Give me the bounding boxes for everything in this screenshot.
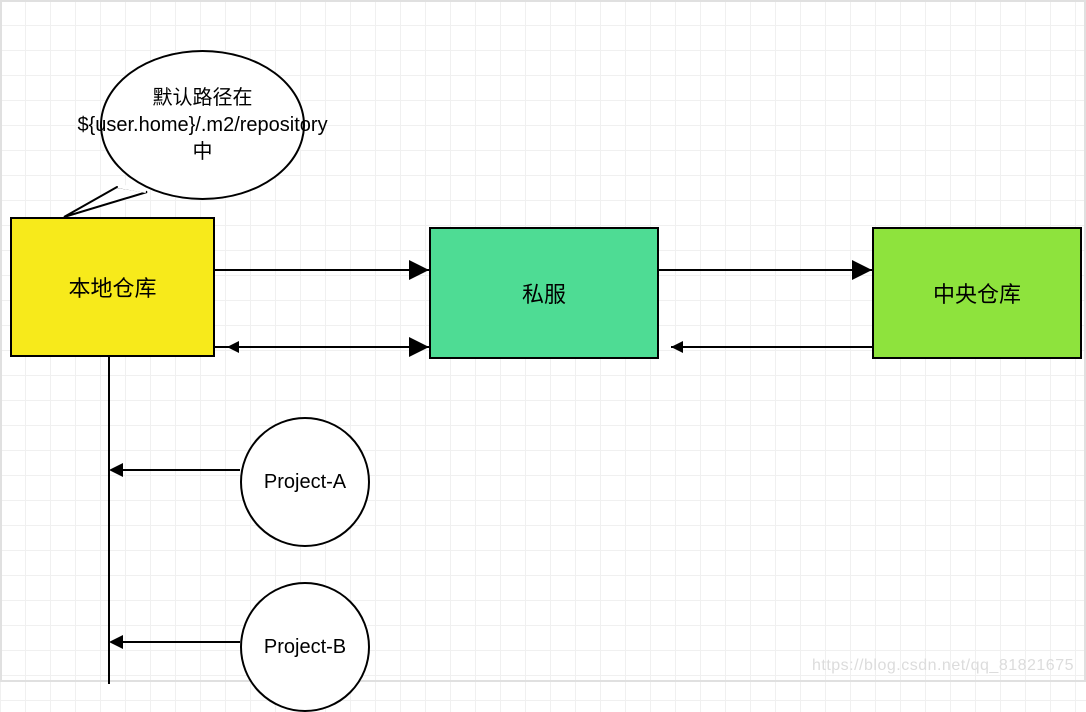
node-project-b-label: Project-B [264, 634, 346, 660]
node-project-a-label: Project-A [264, 469, 346, 495]
node-project-a: Project-A [240, 417, 370, 547]
watermark: https://blog.csdn.net/qq_81821675 [812, 657, 1074, 675]
node-local-label: 本地仓库 [68, 271, 156, 303]
node-local-repo: 本地仓库 [10, 217, 215, 357]
callout-bubble: 默认路径在${user.home}/.m2/repository中 [100, 50, 305, 200]
node-central-repo: 中央仓库 [872, 227, 1082, 359]
node-private-label: 私服 [522, 277, 566, 309]
node-project-b: Project-B [240, 582, 370, 712]
callout-tail [64, 187, 147, 217]
callout-text: 默认路径在${user.home}/.m2/repository中 [77, 85, 327, 166]
node-central-label: 中央仓库 [933, 277, 1021, 309]
node-private-repo: 私服 [429, 227, 659, 359]
